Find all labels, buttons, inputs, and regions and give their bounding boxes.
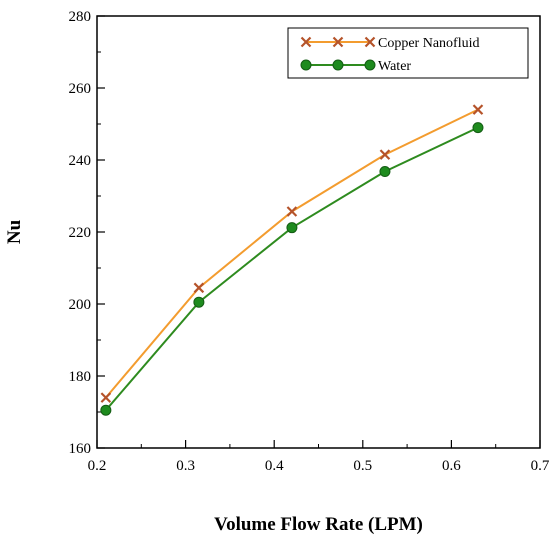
legend-label-water: Water <box>378 59 411 74</box>
plot-border <box>96 15 541 449</box>
data-point-water <box>193 296 205 308</box>
data-point-copper-nanofluid <box>472 104 484 115</box>
x-tick-label: 0.5 <box>353 458 372 474</box>
series-copper-nanofluid <box>100 104 484 403</box>
legend-marker-water <box>300 59 312 71</box>
x-marker-stroke <box>332 36 344 48</box>
y-tick-label: 160 <box>69 441 92 457</box>
x-marker-stroke <box>379 149 391 160</box>
x-marker-stroke <box>364 36 376 48</box>
y-tick-label: 260 <box>69 81 92 97</box>
x-tick-label: 0.4 <box>265 458 284 474</box>
x-tick-label: 0.7 <box>531 458 550 474</box>
y-tick-label: 200 <box>69 297 92 313</box>
legend-marker-water <box>364 59 376 71</box>
legend-box <box>287 27 529 79</box>
axis-tick-labels: 0.2 0.3 0.4 0.5 0.6 0.7 160 180 200 220 240 260 280 <box>69 9 550 474</box>
data-point-copper-nanofluid <box>100 392 112 403</box>
x-marker-stroke <box>100 392 112 403</box>
x-marker-stroke <box>286 206 298 217</box>
data-point-copper-nanofluid <box>286 206 298 217</box>
legend-marker-copper-nanofluid <box>332 36 344 48</box>
series-water <box>100 122 484 416</box>
data-point-water <box>379 166 391 178</box>
y-axis-title: Nu <box>4 219 25 244</box>
x-tick-label: 0.2 <box>88 458 107 474</box>
legend-marker-water <box>332 59 344 71</box>
legend-marker-copper-nanofluid <box>300 36 312 48</box>
axis-ticks <box>96 15 541 449</box>
data-point-copper-nanofluid <box>193 282 205 294</box>
data-point-copper-nanofluid <box>379 149 391 160</box>
x-marker-stroke <box>472 104 484 115</box>
series-line-copper-nanofluid <box>105 108 479 399</box>
x-marker-stroke <box>193 282 205 294</box>
data-point-water <box>100 404 112 416</box>
legend-label-copper-nanofluid: Copper Nanofluid <box>378 36 479 51</box>
x-axis-title: Volume Flow Rate (LPM) <box>214 514 423 535</box>
y-tick-label: 280 <box>69 9 92 25</box>
y-tick-label: 180 <box>69 369 92 385</box>
plot-area <box>96 15 541 449</box>
legend: Copper Nanofluid Water <box>287 27 529 79</box>
legend-marker-copper-nanofluid <box>364 36 376 48</box>
data-point-water <box>286 222 298 234</box>
x-tick-label: 0.3 <box>176 458 195 474</box>
series-layer <box>100 104 484 416</box>
x-marker-stroke <box>300 36 312 48</box>
x-tick-label: 0.6 <box>442 458 461 474</box>
y-tick-label: 220 <box>69 225 92 241</box>
data-point-water <box>472 122 484 134</box>
series-line-water <box>105 126 479 411</box>
y-tick-label: 240 <box>69 153 92 169</box>
